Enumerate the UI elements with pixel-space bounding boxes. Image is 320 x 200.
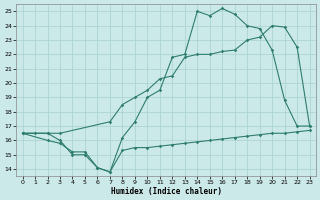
X-axis label: Humidex (Indice chaleur): Humidex (Indice chaleur): [111, 187, 221, 196]
